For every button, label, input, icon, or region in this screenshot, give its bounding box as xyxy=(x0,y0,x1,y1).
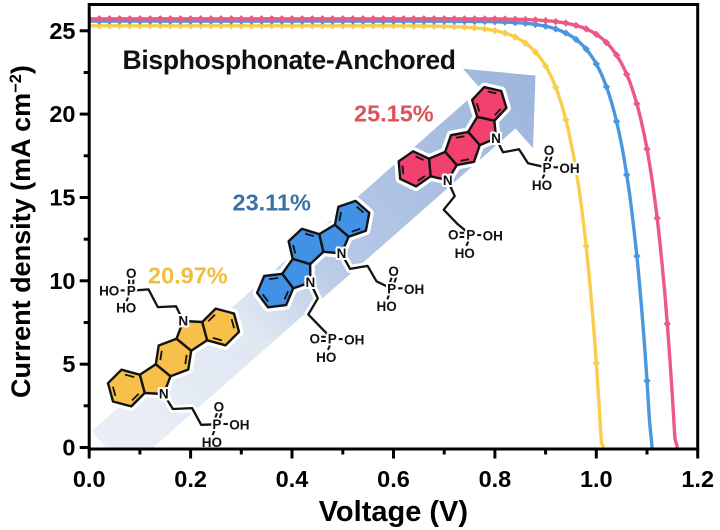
svg-text:P: P xyxy=(542,160,551,175)
svg-text:O: O xyxy=(126,266,137,281)
svg-text:HO: HO xyxy=(99,283,119,298)
svg-text:N: N xyxy=(337,246,347,261)
svg-text:HO: HO xyxy=(532,178,552,193)
svg-text:O: O xyxy=(214,400,225,415)
svg-text:HO: HO xyxy=(455,246,475,261)
svg-text:25.15%: 25.15% xyxy=(354,101,434,127)
svg-text:P: P xyxy=(328,332,337,347)
svg-text:N: N xyxy=(443,173,453,188)
svg-text:P: P xyxy=(127,283,136,298)
svg-text:23.11%: 23.11% xyxy=(233,190,312,216)
svg-text:OH: OH xyxy=(559,161,579,176)
svg-text:1.0: 1.0 xyxy=(580,466,613,492)
svg-text:P: P xyxy=(212,417,221,432)
svg-text:HO: HO xyxy=(316,350,336,365)
svg-text:0.0: 0.0 xyxy=(73,466,106,492)
svg-text:OH: OH xyxy=(344,333,364,348)
svg-text:N: N xyxy=(491,131,501,146)
svg-text:20: 20 xyxy=(49,101,75,127)
svg-text:0.4: 0.4 xyxy=(276,466,309,492)
svg-text:1.2: 1.2 xyxy=(681,466,714,492)
svg-text:O: O xyxy=(448,228,459,243)
svg-text:15: 15 xyxy=(49,185,75,211)
svg-text:HO: HO xyxy=(202,435,222,450)
svg-text:OH: OH xyxy=(229,418,249,433)
svg-text:Bisphosphonate-Anchored: Bisphosphonate-Anchored xyxy=(123,45,456,75)
svg-text:OH: OH xyxy=(483,229,503,244)
svg-text:0.6: 0.6 xyxy=(377,466,410,492)
svg-text:Voltage (V): Voltage (V) xyxy=(319,496,468,528)
svg-text:N: N xyxy=(159,387,169,402)
svg-text:20.97%: 20.97% xyxy=(148,263,228,289)
svg-text:HO: HO xyxy=(116,301,136,316)
svg-text:OH: OH xyxy=(404,282,424,297)
svg-text:0.8: 0.8 xyxy=(479,466,512,492)
svg-text:O: O xyxy=(310,332,321,347)
svg-text:N: N xyxy=(306,275,316,290)
svg-text:O: O xyxy=(388,264,399,279)
svg-text:HO: HO xyxy=(376,299,396,314)
svg-text:Current density (mA cm−2): Current density (mA cm−2) xyxy=(6,65,36,398)
svg-text:N: N xyxy=(178,314,188,329)
svg-text:P: P xyxy=(466,228,475,243)
svg-text:0.2: 0.2 xyxy=(174,466,207,492)
svg-text:25: 25 xyxy=(49,18,75,44)
svg-text:P: P xyxy=(387,281,396,296)
svg-text:10: 10 xyxy=(49,268,75,294)
svg-text:5: 5 xyxy=(62,351,75,377)
svg-text:0: 0 xyxy=(62,435,75,461)
svg-text:O: O xyxy=(544,143,555,158)
